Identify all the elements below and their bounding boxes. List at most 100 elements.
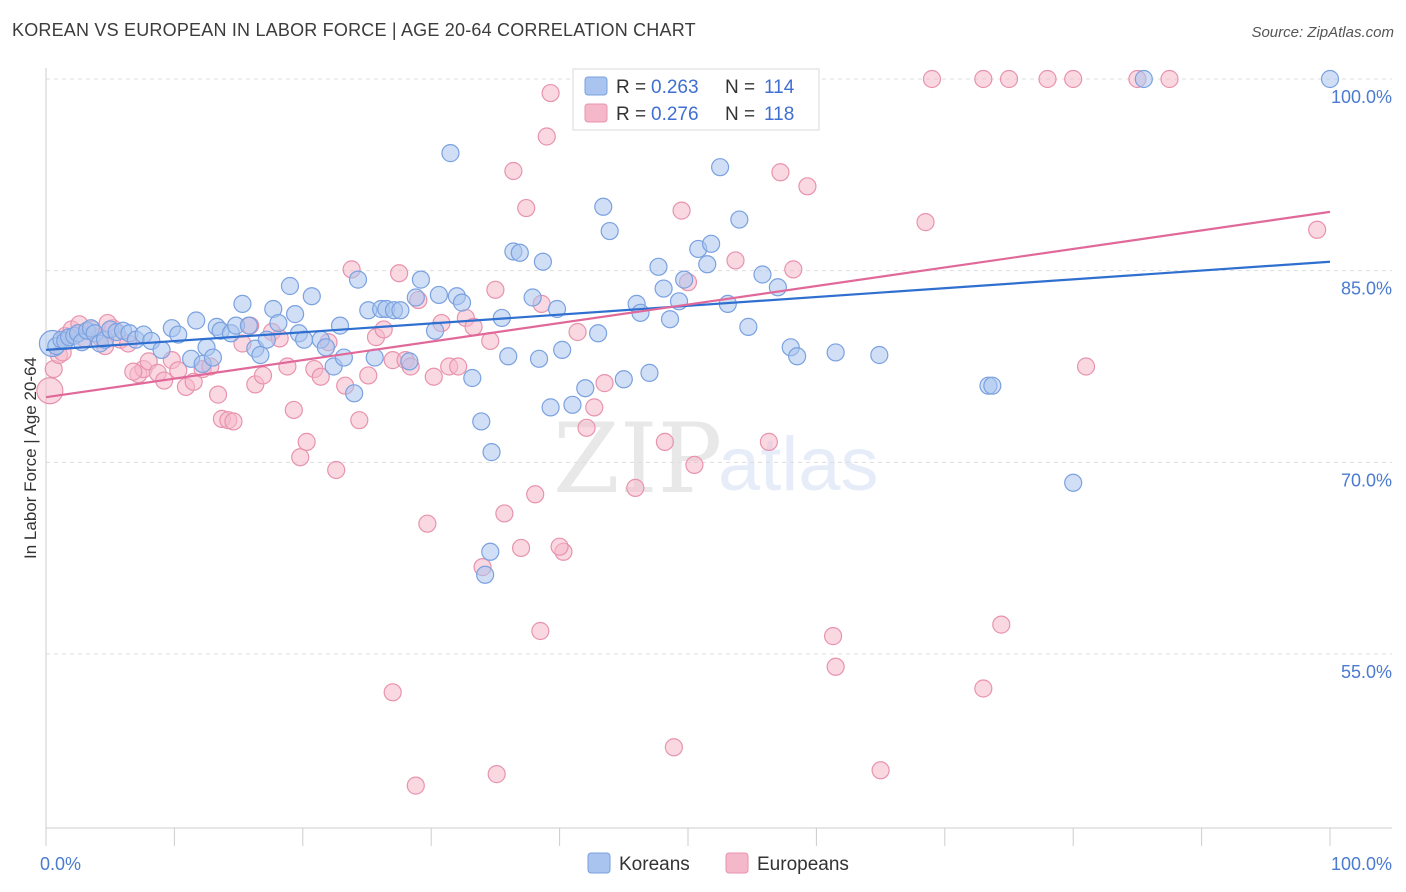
legend-swatch-europeans (584, 103, 608, 123)
y-tick-labels: 55.0% 70.0% 85.0% 100.0% (1331, 87, 1392, 682)
european-point (383, 683, 402, 702)
european-point (374, 320, 393, 339)
european-point (672, 201, 691, 220)
european-point (406, 776, 425, 795)
korean-point (463, 368, 482, 388)
korean-point (425, 321, 445, 340)
korean-point (1320, 69, 1340, 89)
european-point (759, 432, 778, 451)
chart-title: KOREAN VS EUROPEAN IN LABOR FORCE | AGE … (12, 20, 696, 40)
european-point (284, 400, 303, 420)
korean-point (203, 348, 223, 367)
korean-point (702, 234, 721, 253)
korean-point (541, 398, 560, 417)
korean-point (594, 197, 613, 216)
korean-point (482, 443, 501, 462)
bottom-legend-swatch-koreans (587, 852, 611, 874)
european-point (449, 357, 468, 376)
european-point (974, 679, 993, 698)
european-point (992, 615, 1011, 634)
x-tick-labels: 0.0% 100.0% (40, 854, 1392, 874)
korean-point (730, 210, 749, 229)
korean-point (169, 325, 188, 344)
korean-point (510, 243, 529, 262)
series-legend: Koreans Europeans (587, 852, 849, 875)
korean-point (826, 343, 845, 362)
european-point (1308, 220, 1327, 239)
korean-point (302, 287, 321, 306)
legend-n-label-koreans: N = (725, 77, 755, 98)
european-point (771, 163, 790, 182)
korean-point (533, 252, 553, 271)
korean-point (739, 317, 758, 336)
korean-point (640, 363, 659, 382)
european-point (974, 69, 993, 89)
european-point (922, 69, 942, 89)
european-point (511, 538, 531, 558)
korean-point (563, 395, 582, 414)
korean-point (1064, 473, 1083, 492)
legend-swatch-koreans (584, 76, 608, 96)
european-point (253, 366, 273, 385)
european-point (626, 478, 645, 497)
european-point (784, 260, 803, 279)
european-point (1160, 69, 1179, 89)
korean-point (187, 311, 206, 330)
korean-point (753, 265, 772, 284)
european-point (537, 127, 556, 146)
european-point (327, 460, 346, 480)
x-tick-label: 100.0% (1331, 854, 1392, 874)
korean-point (400, 352, 419, 371)
watermark-atlas: atlas (718, 422, 879, 507)
x-tick-label: 0.0% (40, 854, 81, 874)
y-tick-label: 85.0% (1341, 279, 1392, 299)
korean-point (788, 347, 807, 366)
european-point (568, 322, 587, 342)
stats-legend: R = 0.263 N = 114 R = 0.276 N = 118 (572, 68, 820, 131)
legend-n-label-europeans: N = (725, 104, 755, 125)
bottom-legend-label-europeans: Europeans (757, 854, 849, 875)
korean-point (499, 347, 518, 366)
korean-point (251, 345, 270, 365)
european-point (664, 738, 683, 757)
european-point (526, 485, 545, 504)
korean-point (529, 349, 549, 368)
european-point (655, 432, 674, 451)
european-point (504, 161, 523, 181)
korean-point (614, 370, 633, 389)
european-point (577, 418, 596, 437)
korean-point (348, 270, 368, 289)
european-point (550, 537, 569, 556)
legend-r-value-europeans: 0.276 (651, 104, 699, 125)
korean-point (870, 345, 889, 365)
bottom-legend-label-koreans: Koreans (619, 854, 690, 875)
korean-point (391, 301, 410, 320)
european-point (311, 367, 330, 386)
korean-point (481, 542, 500, 561)
european-point (495, 504, 514, 523)
european-point (297, 432, 316, 451)
european-point (390, 264, 409, 283)
european-point (350, 411, 369, 430)
european-point (424, 367, 443, 386)
korean-point (654, 279, 673, 298)
legend-r-value-koreans: 0.263 (651, 77, 699, 98)
trend-lines (45, 210, 1331, 399)
korean-point (411, 270, 431, 289)
european-point (517, 198, 536, 218)
korean-point (576, 379, 595, 398)
korean-point (429, 285, 449, 305)
axes (45, 68, 1392, 846)
korean-point (233, 294, 252, 313)
korean-point (345, 384, 364, 403)
y-tick-label: 100.0% (1331, 87, 1392, 107)
korean-point (280, 276, 300, 296)
european-point (726, 251, 745, 270)
korean-point (152, 340, 171, 359)
korean-point (698, 255, 717, 274)
european-point (208, 385, 228, 404)
legend-r-label-europeans: R = (616, 104, 646, 125)
legend-r-label-koreans: R = (616, 77, 646, 98)
european-point (999, 69, 1019, 89)
korean-point (239, 316, 258, 335)
